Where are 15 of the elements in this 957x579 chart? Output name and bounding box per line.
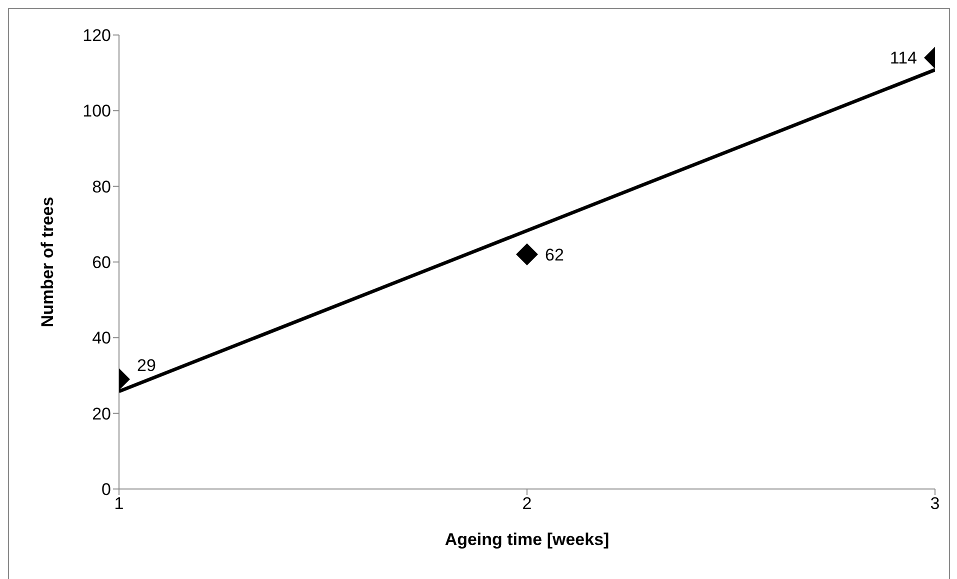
x-tick-label: 2: [522, 494, 532, 514]
y-tick-label: 80: [92, 177, 111, 196]
y-axis-title: Number of trees: [38, 196, 58, 328]
y-tick-label: 40: [92, 328, 111, 348]
y-tick-label: 60: [92, 253, 111, 272]
y-tick-label: 100: [82, 102, 111, 121]
data-label: 62: [545, 245, 564, 264]
data-label: 29: [137, 356, 156, 376]
data-label: 114: [890, 48, 917, 68]
y-tick-label: 120: [82, 26, 111, 46]
y-tick-label: 0: [102, 480, 111, 500]
x-axis-title: Ageing time [weeks]: [444, 530, 610, 549]
x-tick-label: 1: [114, 494, 124, 514]
x-tick-label: 3: [930, 494, 940, 514]
y-tick-label: 20: [92, 404, 111, 424]
